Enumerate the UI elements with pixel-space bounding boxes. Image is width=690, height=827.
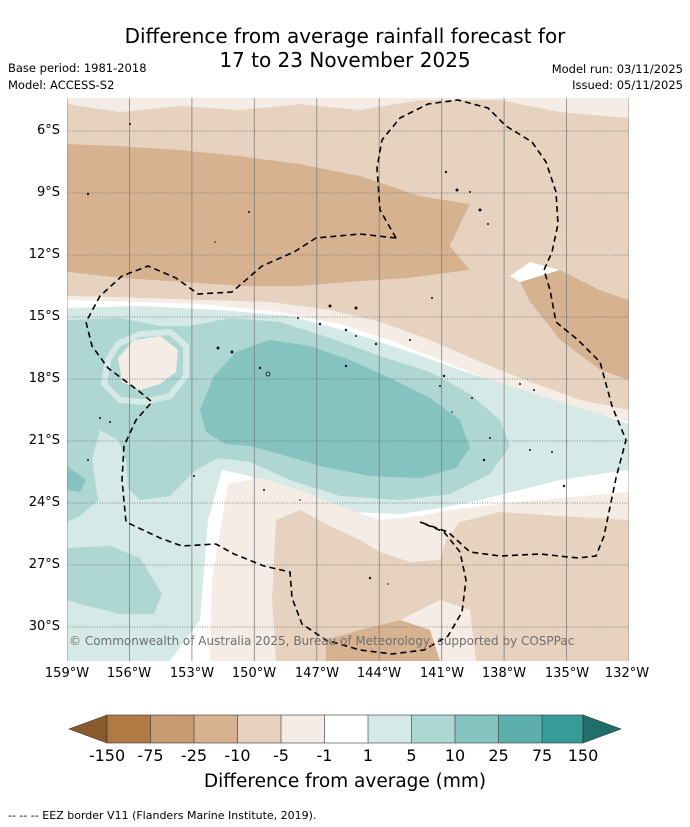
colorbar-swatch <box>68 714 108 744</box>
colorbar-swatch <box>281 715 325 743</box>
colorbar-swatch <box>498 715 542 743</box>
colorbar-tick: 10 <box>444 746 466 765</box>
map-title-line1: Difference from average rainfall forecas… <box>124 24 566 48</box>
model-run-label: Model run: 03/11/2025 <box>551 62 683 76</box>
base-period-label: Base period: 1981-2018 <box>8 61 147 75</box>
band-mid-light <box>67 296 629 422</box>
colorbar-tick: 75 <box>531 746 553 765</box>
colorbar-tick: -5 <box>273 746 289 765</box>
south-dry-brown <box>326 620 440 661</box>
colorbar-swatch <box>237 715 281 743</box>
lon-label: 132°W <box>604 666 650 681</box>
band-mid-tan <box>67 270 629 410</box>
lon-label: 141°W <box>419 666 465 681</box>
colorbar-swatch <box>194 715 238 743</box>
band-ne-tan <box>450 204 629 300</box>
lon-label: 144°W <box>356 666 402 681</box>
colorbar-tick: -10 <box>224 746 251 765</box>
colorbar-tick: 150 <box>567 746 599 765</box>
wet-patch-sw <box>67 546 162 614</box>
lon-label: 135°W <box>544 666 590 681</box>
lon-label: 156°W <box>106 666 152 681</box>
colorbar <box>68 714 622 744</box>
colorbar-tick: -1 <box>316 746 333 765</box>
lat-label: 18°S <box>28 371 60 386</box>
eez-legend: -- -- -- EEZ border V11 (Flanders Marine… <box>8 809 317 822</box>
copyright-credit: © Commonwealth of Australia 2025, Bureau… <box>69 634 575 648</box>
lat-label: 21°S <box>28 433 60 448</box>
lon-label: 147°W <box>294 666 340 681</box>
lon-label: 153°W <box>169 666 215 681</box>
colorbar-tick: -25 <box>180 746 208 765</box>
map-title-line2: 17 to 23 November 2025 <box>219 48 471 72</box>
wet-patch-west-edge <box>67 466 86 492</box>
lat-label: 24°S <box>28 495 60 510</box>
lat-label: 15°S <box>28 309 60 324</box>
island-marks <box>86 123 566 585</box>
lat-label: 9°S <box>36 185 60 200</box>
colorbar-swatch <box>542 715 583 743</box>
colorbar-swatch <box>150 715 194 743</box>
south-dry-tan <box>272 510 629 661</box>
eez-borders <box>85 99 627 655</box>
lat-label: 27°S <box>28 557 60 572</box>
colorbar-swatch <box>455 715 499 743</box>
colorbar-tick: 5 <box>406 746 417 765</box>
colorbar-tick: 1 <box>362 746 374 765</box>
lat-gridlines <box>67 130 629 628</box>
lat-label: 12°S <box>28 247 60 262</box>
colorbar-tick: -150 <box>88 746 126 765</box>
band-north-brown <box>67 144 470 286</box>
dry-patch-west <box>118 336 178 390</box>
colorbar-swatch <box>324 715 368 743</box>
lon-label: 150°W <box>231 666 277 681</box>
colorbar-swatch <box>107 715 151 743</box>
lon-label: 138°W <box>481 666 527 681</box>
wet-region-core <box>200 340 470 478</box>
colorbar-swatch <box>411 715 455 743</box>
colorbar-swatch <box>582 714 622 744</box>
lon-label: 159°W <box>44 666 90 681</box>
band-east-brown <box>520 270 629 380</box>
colorbar-tick: -75 <box>137 746 164 765</box>
colorbar-title: Difference from average (mm) <box>203 771 487 792</box>
issued-label: Issued: 05/11/2025 <box>572 78 683 92</box>
lat-label: 30°S <box>28 619 60 634</box>
colorbar-tick: 25 <box>488 746 509 765</box>
lat-label: 6°S <box>36 123 60 138</box>
band-north-light <box>67 98 629 118</box>
band-north-tan <box>67 100 629 262</box>
model-label: Model: ACCESS-S2 <box>8 78 115 92</box>
colorbar-swatch <box>368 715 412 743</box>
